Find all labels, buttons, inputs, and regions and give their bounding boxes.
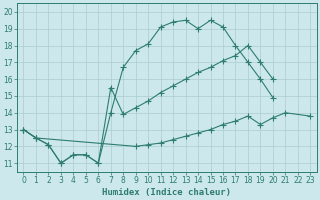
X-axis label: Humidex (Indice chaleur): Humidex (Indice chaleur) (102, 188, 231, 197)
